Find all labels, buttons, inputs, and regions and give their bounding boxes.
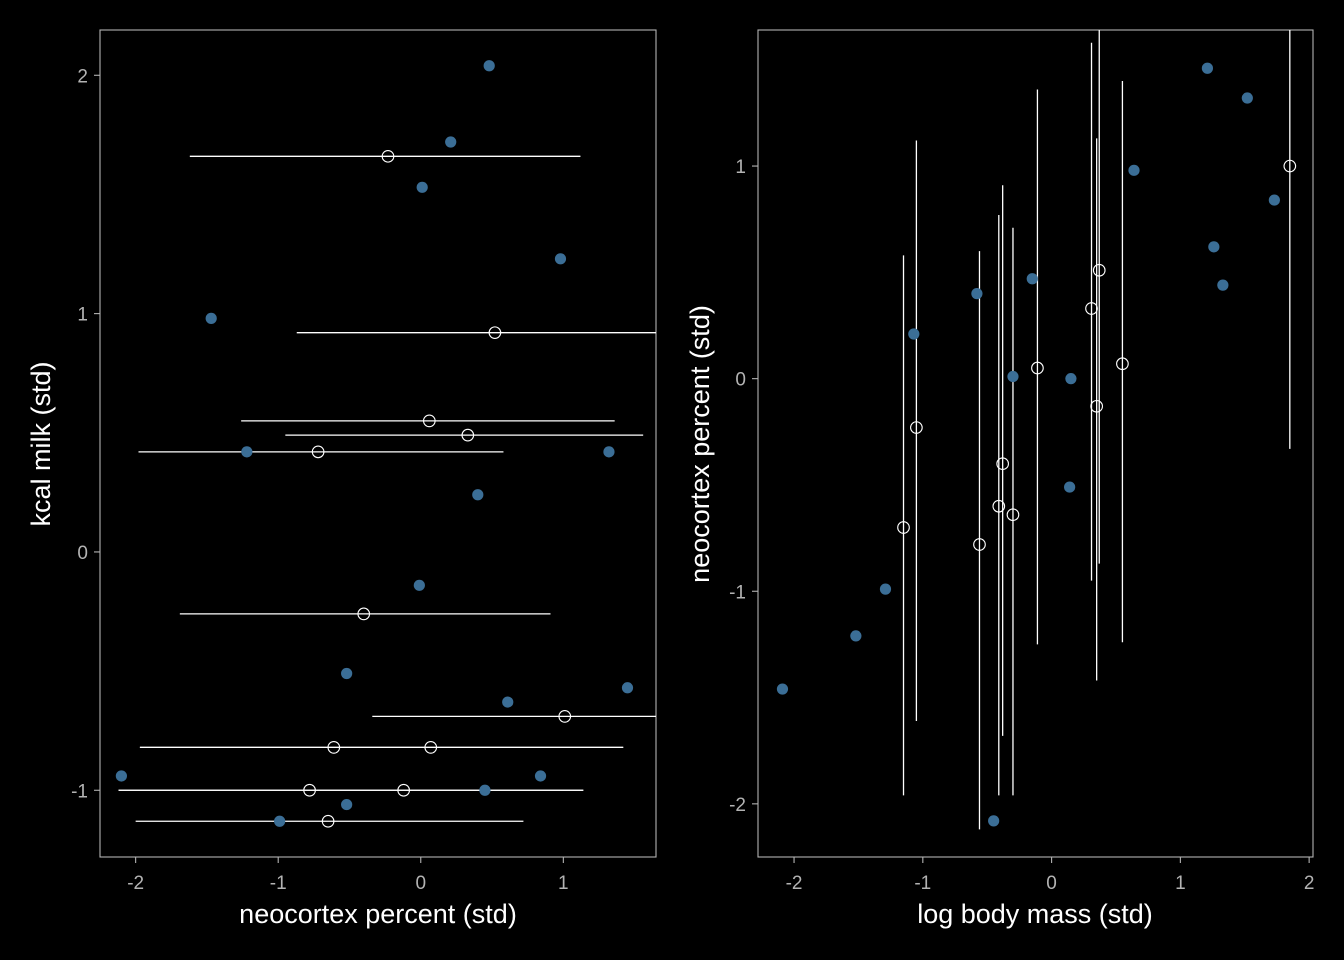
- left-observed-point: [205, 312, 217, 324]
- right-y-tick-label: -2: [729, 795, 746, 816]
- left-observed-point: [115, 770, 127, 782]
- right-observed-point: [1208, 241, 1220, 253]
- right-x-tick-label: 2: [1304, 873, 1315, 894]
- right-x-ticks: -2 -1 0 1 2: [786, 857, 1315, 894]
- left-x-tick-label: -2: [127, 873, 144, 894]
- right-imputed-point: [1090, 399, 1104, 413]
- right-imputed-point: [996, 457, 1010, 471]
- left-imputed-point: [558, 710, 572, 723]
- right-imputed-point: [1006, 508, 1020, 522]
- left-observed-point: [413, 579, 425, 591]
- left-observed-point: [416, 181, 428, 193]
- left-observed-point: [472, 489, 484, 501]
- right-observed-point: [1128, 164, 1140, 176]
- left-chart: -2 -1 0 1 -1 0 1 2 neocortex percent (std) kca…: [26, 29, 657, 929]
- left-imputed-point: [397, 783, 411, 797]
- left-imputed-point: [381, 149, 395, 163]
- left-imputed-point: [357, 607, 371, 621]
- right-observed-point: [988, 815, 1000, 827]
- left-x-axis-title: neocortex percent (std): [239, 899, 517, 929]
- left-observed-point: [621, 682, 634, 694]
- left-imputed-point: [422, 414, 436, 428]
- right-x-axis-title: log body mass (std): [917, 899, 1153, 929]
- right-panel-border: [757, 29, 1314, 858]
- right-chart: -2 -1 0 1 2 -2 -1 0 1 log body mass (std) neoco…: [685, 29, 1315, 929]
- right-imputed-point: [992, 499, 1006, 513]
- left-observed-point: [274, 815, 286, 827]
- left-imputed-point: [461, 428, 475, 442]
- right-imputed-point: [910, 421, 923, 434]
- left-y-tick-label: 1: [77, 305, 88, 326]
- left-imputed-point: [488, 326, 502, 340]
- left-imputed-point: [424, 741, 438, 754]
- right-x-tick-label: 1: [1175, 873, 1186, 894]
- right-observed-point: [776, 683, 789, 695]
- right-observed-point: [1268, 194, 1280, 206]
- left-observed-point: [554, 253, 567, 265]
- left-y-tick-label: 2: [77, 66, 88, 87]
- left-panel-border: [99, 29, 657, 858]
- left-imputed-point: [321, 814, 335, 828]
- right-points: [776, 62, 1297, 827]
- right-imputed-point: [1085, 302, 1098, 315]
- right-x-tick-label: -1: [914, 873, 931, 894]
- left-observed-point: [483, 60, 495, 72]
- right-imputed-point: [1116, 357, 1129, 371]
- right-y-ticks: -2 -1 0 1: [729, 157, 758, 816]
- right-y-axis-title: neocortex percent (std): [685, 305, 715, 583]
- left-y-axis-title: kcal milk (std): [26, 361, 56, 526]
- right-interval-lines: [902, 30, 1291, 830]
- left-y-tick-label: 0: [77, 543, 88, 564]
- right-imputed-point: [973, 538, 986, 551]
- right-y-tick-label: 1: [735, 157, 746, 178]
- left-imputed-point: [327, 741, 341, 754]
- left-observed-point: [445, 136, 457, 148]
- left-y-tick-label: -1: [71, 781, 88, 802]
- right-observed-point: [1201, 62, 1214, 74]
- left-observed-point: [241, 446, 253, 458]
- left-x-tick-label: 1: [558, 873, 569, 894]
- right-observed-point: [850, 630, 862, 642]
- right-observed-point: [1065, 373, 1077, 385]
- right-x-tick-label: -2: [786, 873, 803, 894]
- right-observed-point: [1241, 92, 1253, 104]
- right-y-tick-label: -1: [729, 582, 746, 603]
- left-points: [115, 60, 634, 828]
- right-imputed-point: [897, 521, 910, 534]
- right-observed-point: [1064, 481, 1076, 493]
- left-interval-lines: [118, 155, 656, 822]
- left-x-tick-label: -1: [270, 873, 287, 894]
- right-observed-point: [1026, 273, 1038, 285]
- left-observed-point: [341, 798, 353, 811]
- left-observed-point: [479, 784, 491, 796]
- left-imputed-point: [311, 445, 325, 459]
- left-y-ticks: -1 0 1 2: [71, 66, 100, 802]
- right-imputed-point: [1283, 159, 1297, 173]
- right-observed-point: [971, 288, 983, 300]
- left-imputed-point: [303, 783, 316, 797]
- right-imputed-point: [1031, 361, 1044, 375]
- left-x-ticks: -2 -1 0 1: [127, 857, 569, 894]
- right-observed-point: [1007, 370, 1019, 383]
- right-x-tick-label: 0: [1046, 873, 1057, 894]
- left-observed-point: [534, 770, 547, 782]
- right-observed-point: [908, 328, 920, 340]
- left-observed-point: [341, 667, 353, 680]
- right-y-tick-label: 0: [735, 370, 746, 391]
- left-observed-point: [603, 446, 615, 458]
- right-observed-point: [879, 583, 892, 595]
- left-observed-point: [502, 696, 514, 708]
- right-imputed-point: [1092, 263, 1106, 277]
- left-x-tick-label: 0: [415, 873, 426, 894]
- right-observed-point: [1217, 279, 1229, 291]
